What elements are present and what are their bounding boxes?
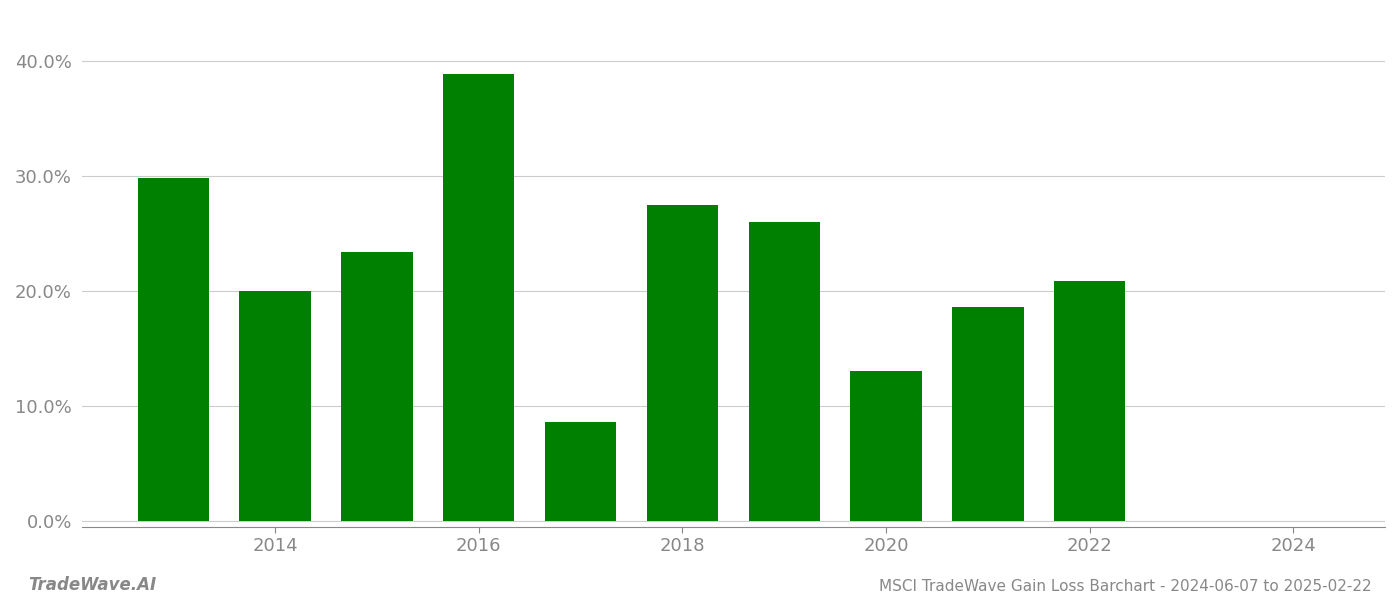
Bar — [850, 371, 921, 521]
Bar — [442, 74, 514, 521]
Bar — [137, 178, 209, 521]
Bar — [1054, 281, 1126, 521]
Bar — [545, 422, 616, 521]
Bar — [342, 252, 413, 521]
Text: MSCI TradeWave Gain Loss Barchart - 2024-06-07 to 2025-02-22: MSCI TradeWave Gain Loss Barchart - 2024… — [879, 579, 1372, 594]
Bar — [952, 307, 1023, 521]
Bar — [239, 291, 311, 521]
Bar — [647, 205, 718, 521]
Text: TradeWave.AI: TradeWave.AI — [28, 576, 157, 594]
Bar — [749, 222, 820, 521]
